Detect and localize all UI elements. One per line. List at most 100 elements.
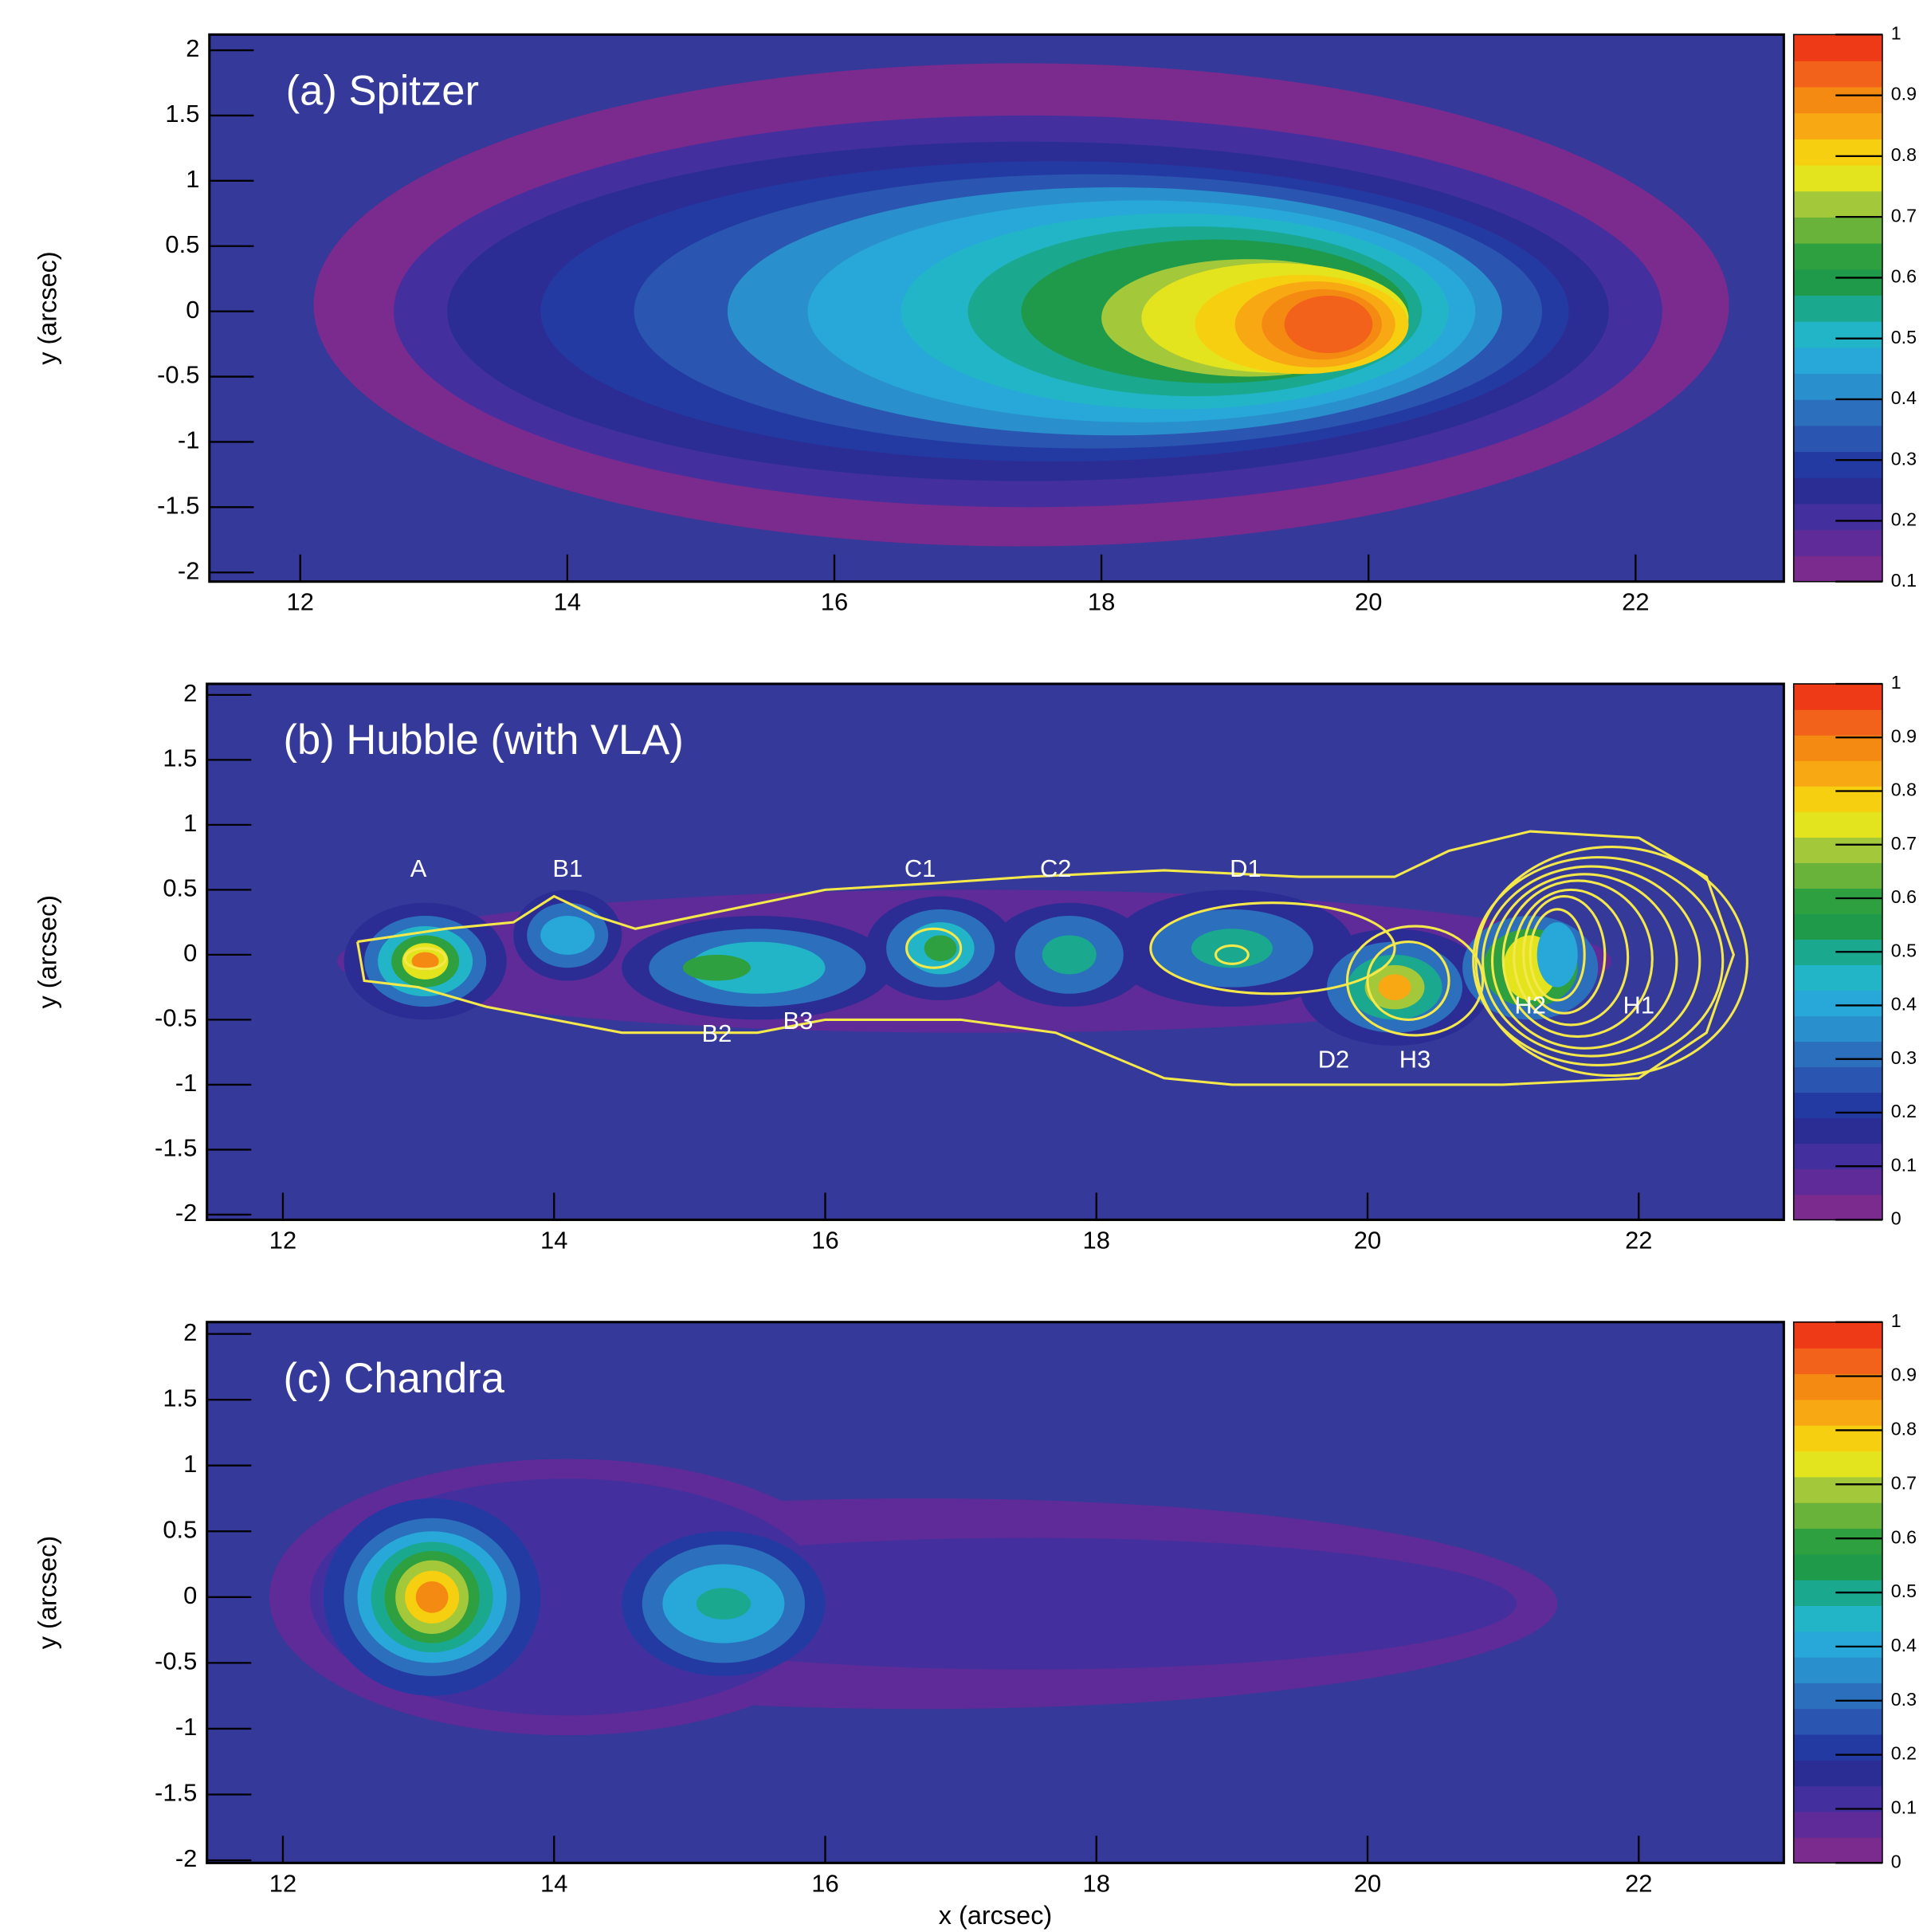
contour-level [696,1588,751,1620]
radio-contour [1490,873,1678,1050]
x-tick-label: 20 [1354,1869,1381,1897]
x-tick-label: 20 [1355,588,1382,616]
contour-level [1378,974,1411,1000]
colorbar-tick-label: 0.3 [1891,1047,1917,1068]
x-tick-label: 20 [1354,1226,1381,1254]
colorbar-band [1793,1785,1882,1812]
colorbar-tick-label: 0.2 [1891,1743,1917,1764]
x-tick-label: 14 [540,1869,567,1897]
y-tick-label: 2 [183,679,197,707]
y-tick-label: -1.5 [157,492,199,520]
colorbar-tick-label: 1 [1891,1310,1901,1331]
x-tick-label: 12 [269,1226,296,1254]
y-tick-label: 2 [183,1318,197,1346]
y-tick-label: -2 [178,556,199,584]
colorbar-band [1793,1041,1882,1068]
colorbar-tick-label: 0.3 [1891,448,1917,469]
contour-level [411,952,439,971]
radio-contour [1529,908,1586,1002]
radio-envelope [356,830,1736,1086]
colorbar-tick-label: 0.7 [1891,205,1917,226]
x-axis-label: x (arcsec) [939,1901,1052,1930]
annotation: A [410,854,427,882]
x-tick-label: 22 [1625,1226,1652,1254]
annotation: C2 [1040,854,1072,882]
y-tick-label: -1.5 [155,1779,197,1807]
colorbar-band [1793,1451,1882,1478]
panel-title: (b) Hubble (with VLA) [284,717,684,764]
colorbar-tick-label: 0.1 [1891,1154,1917,1175]
colorbar-band [1793,503,1882,531]
x-tick-label: 12 [269,1869,296,1897]
colorbar-tick-label: 0.5 [1891,940,1917,960]
x-tick-label: 16 [821,588,848,616]
colorbar-tick-label: 0.6 [1891,266,1917,287]
colorbar-tick-label: 0.9 [1891,725,1917,746]
y-tick-label: -1 [175,1713,197,1741]
y-tick-label: -1.5 [155,1134,197,1162]
colorbar-band [1793,1424,1882,1452]
contour-level [1042,935,1097,975]
colorbar-band [1793,529,1882,556]
annotation: H3 [1399,1046,1431,1074]
colorbar-band [1793,786,1882,812]
colorbar-tick-label: 0.2 [1891,1101,1917,1121]
colorbar-band [1793,373,1882,400]
colorbar-band [1793,295,1882,322]
colorbar-tick-label: 0.4 [1891,1635,1917,1655]
y-tick-label: -0.5 [157,361,199,389]
x-tick-label: 16 [811,1869,838,1897]
annotation: C1 [905,854,936,882]
colorbar-tick-label: 0.8 [1891,779,1917,800]
colorbar-band [1793,913,1882,940]
plot-frame [206,1321,1785,1864]
radio-contour [1149,901,1396,995]
annotation: D2 [1318,1046,1350,1074]
y-tick-label: 1.5 [163,1384,197,1412]
colorbar-tick-label: 0.6 [1891,886,1917,907]
colorbar-band [1793,964,1882,992]
colorbar-band [1793,684,1882,710]
colorbar-band [1793,1502,1882,1530]
colorbar-band [1793,399,1882,426]
colorbar-band [1793,477,1882,505]
colorbar-band [1793,320,1882,348]
colorbar-band [1793,1476,1882,1503]
plot-area [206,684,1784,1220]
contour-level [1284,295,1373,354]
y-tick-label: -0.5 [155,1004,197,1032]
y-tick-label: -1 [175,1069,197,1097]
y-axis-label: y (arcsec) [33,895,61,1008]
colorbar-tick-label: 0.9 [1891,84,1917,104]
colorbar-band [1793,760,1882,787]
colorbar-band [1793,837,1882,863]
colorbar-band [1793,1528,1882,1555]
contour-level [689,941,826,994]
colorbar-band [1793,1811,1882,1838]
radio-contour [1214,944,1250,965]
contour-level [415,1581,449,1613]
y-tick-label: -1 [178,426,199,454]
y-tick-label: -0.5 [155,1647,197,1675]
x-tick-label: 18 [1083,1226,1110,1254]
radio-contour [1522,894,1607,1015]
annotation: D1 [1230,854,1262,882]
colorbar-band [1793,735,1882,761]
colorbar-tick-label: 0.7 [1891,833,1917,854]
colorbar-band [1793,61,1882,88]
annotation: H1 [1623,991,1655,1019]
colorbar-band [1793,1015,1882,1043]
colorbar-band [1793,1194,1882,1221]
colorbar-tick-label: 0.1 [1891,570,1917,591]
y-tick-label: 0 [186,296,199,324]
radio-contour [403,947,447,971]
colorbar-band [1793,112,1882,139]
colorbar-band [1793,1143,1882,1170]
x-tick-label: 16 [811,1226,838,1254]
y-axis-label: y (arcsec) [33,251,61,364]
colorbar-band [1793,1117,1882,1145]
colorbar-band [1793,1837,1882,1864]
radio-contour [1513,888,1630,1027]
colorbar-band [1793,164,1882,192]
